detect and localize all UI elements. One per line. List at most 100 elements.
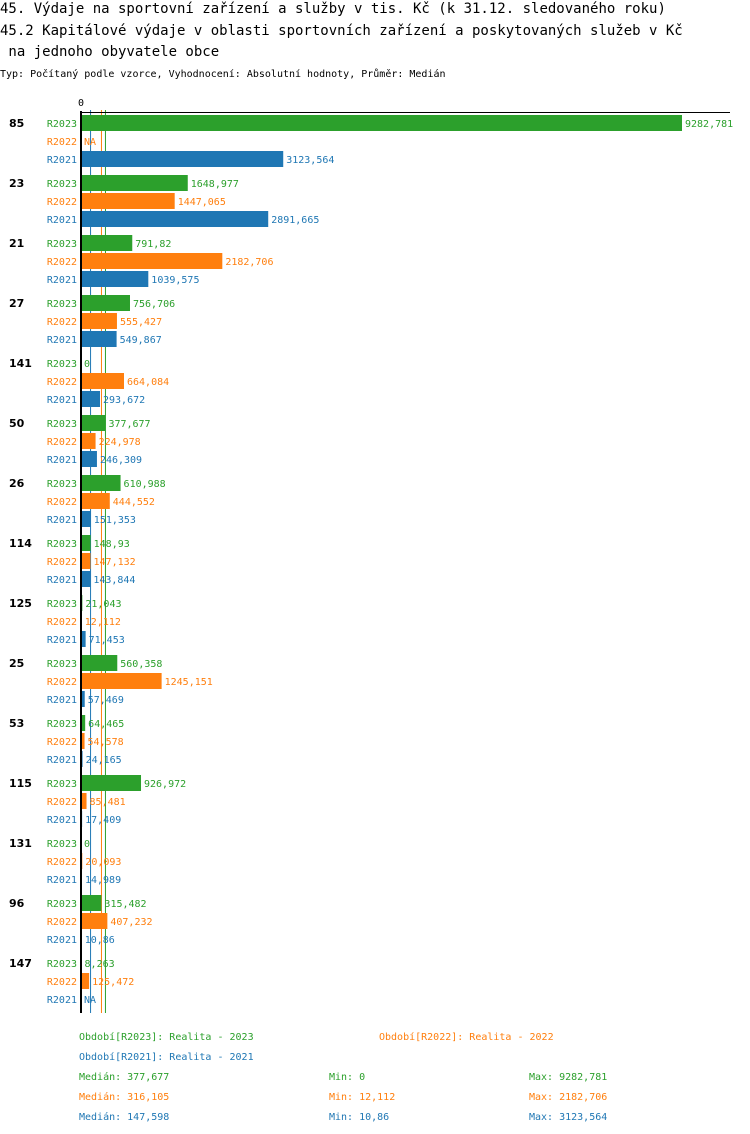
value-label: 20,093 (85, 857, 121, 868)
chart-title-line-2: 45.2 Kapitálové výdaje v oblasti sportov… (0, 23, 683, 39)
series-label: R2022 (47, 677, 77, 688)
series-label: R2021 (47, 635, 77, 646)
value-label: 14,989 (85, 875, 121, 886)
value-label: 1039,575 (151, 275, 199, 286)
value-label: 10,86 (85, 935, 115, 946)
series-label: R2022 (47, 857, 77, 868)
bar-r2023 (81, 775, 142, 791)
entity-label: 25 (9, 657, 24, 670)
series-label: R2021 (47, 455, 77, 466)
series-label: R2023 (47, 539, 77, 550)
value-label: 143,844 (93, 575, 135, 586)
bar-r2021 (81, 331, 117, 347)
value-label: 246,309 (100, 455, 142, 466)
value-label: 148,93 (94, 539, 130, 550)
value-label: 664,084 (127, 377, 169, 388)
value-label: 293,672 (103, 395, 145, 406)
value-label: 9282,781 (685, 119, 733, 130)
value-label: 71,453 (89, 635, 125, 646)
value-label: 8,263 (85, 959, 115, 970)
entity-label: 27 (9, 297, 24, 310)
chart-title-line-1: 45. Výdaje na sportovní zařízení a služb… (0, 1, 666, 17)
series-label: R2023 (47, 899, 77, 910)
bar-r2021 (81, 691, 85, 707)
bar-r2023 (81, 895, 102, 911)
series-label: R2021 (47, 935, 77, 946)
series-label: R2023 (47, 179, 77, 190)
series-label: R2021 (47, 755, 77, 766)
series-label: R2021 (47, 695, 77, 706)
series-label: R2022 (47, 737, 77, 748)
bar-r2022 (81, 313, 117, 329)
value-label: 224,978 (99, 437, 141, 448)
value-label: 756,706 (133, 299, 175, 310)
bar-r2021 (81, 211, 269, 227)
bar-r2022 (81, 673, 162, 689)
bar-r2023 (81, 295, 130, 311)
series-label: R2021 (47, 575, 77, 586)
entity-label: 26 (9, 477, 25, 490)
value-label: 151,353 (94, 515, 136, 526)
series-label: R2022 (47, 197, 77, 208)
series-label: R2021 (47, 215, 77, 226)
series-label: R2023 (47, 419, 77, 430)
bar-r2023 (81, 415, 106, 431)
series-label: R2021 (47, 515, 77, 526)
value-label: 1648,977 (191, 179, 239, 190)
bar-r2021 (81, 631, 86, 647)
bar-r2022 (81, 973, 90, 989)
entity-label: 147 (9, 957, 32, 970)
stat-min-r2021: Min: 10,86 (329, 1112, 389, 1123)
value-label: 57,469 (88, 695, 124, 706)
series-label: R2023 (47, 779, 77, 790)
bar-r2023 (81, 715, 86, 731)
value-label: 0 (84, 839, 90, 850)
bar-r2022 (81, 373, 124, 389)
series-label: R2022 (47, 137, 77, 148)
value-label: 2891,665 (271, 215, 319, 226)
series-label: R2023 (47, 239, 77, 250)
bar-r2021 (81, 451, 97, 467)
value-label: 444,552 (113, 497, 155, 508)
value-label: 407,232 (110, 917, 152, 928)
stat-min-r2022: Min: 12,112 (329, 1092, 395, 1103)
bar-r2022 (81, 433, 96, 449)
series-label: R2021 (47, 275, 77, 286)
legend-entry-r2021: Období[R2021]: Realita - 2021 (79, 1051, 254, 1063)
series-label: R2022 (47, 377, 77, 388)
bar-r2022 (81, 793, 87, 809)
value-label: NA (84, 137, 96, 148)
series-label: R2022 (47, 497, 77, 508)
stat-max-r2022: Max: 2182,706 (529, 1092, 607, 1103)
bar-r2022 (81, 733, 85, 749)
stat-min-r2023: Min: 0 (329, 1072, 365, 1083)
legend-entry-r2022: Období[R2022]: Realita - 2022 (379, 1031, 554, 1043)
series-label: R2021 (47, 155, 77, 166)
value-label: 1245,151 (165, 677, 213, 688)
series-label: R2023 (47, 119, 77, 130)
entity-label: 115 (9, 777, 32, 790)
series-label: R2023 (47, 719, 77, 730)
entity-label: 114 (9, 537, 32, 550)
value-label: 64,465 (88, 719, 124, 730)
entity-label: 53 (9, 717, 24, 730)
stat-median-r2021: Medián: 147,598 (79, 1111, 169, 1123)
series-label: R2021 (47, 815, 77, 826)
value-label: 125,472 (92, 977, 134, 988)
value-label: 24,165 (86, 755, 122, 766)
bar-r2022 (81, 493, 110, 509)
series-label: R2021 (47, 335, 77, 346)
value-label: 791,82 (135, 239, 171, 250)
bar-r2023 (81, 175, 188, 191)
series-label: R2021 (47, 995, 77, 1006)
stat-max-r2021: Max: 3123,564 (529, 1112, 607, 1123)
bar-r2022 (81, 193, 175, 209)
stat-median-r2022: Medián: 316,105 (79, 1091, 169, 1103)
value-label: 560,358 (120, 659, 162, 670)
entity-label: 141 (9, 357, 32, 370)
plot-area: 85 R2023 9282,781 R2022 NA R2021 3123,564 23 R20… (9, 110, 733, 1013)
entity-label: 85 (9, 117, 24, 130)
series-label: R2022 (47, 977, 77, 988)
value-label: 2182,706 (225, 257, 273, 268)
